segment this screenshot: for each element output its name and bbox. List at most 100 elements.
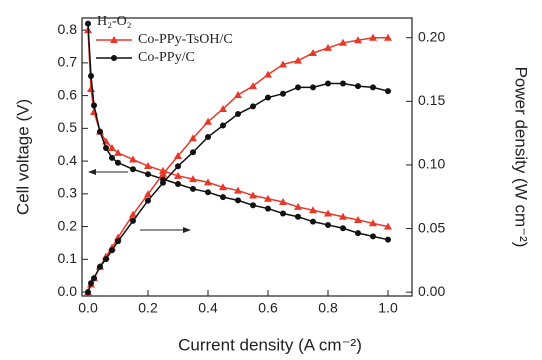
data-point: [204, 178, 212, 186]
data-point: [235, 111, 241, 118]
data-point: [220, 122, 226, 129]
y-tick-label: 0.3: [58, 185, 78, 201]
data-point: [144, 162, 152, 170]
data-point: [174, 152, 182, 160]
legend-marker: [110, 36, 118, 43]
y2-tick-label: 0.10: [418, 156, 445, 172]
series-line: [87, 30, 389, 228]
y-tick-label: 0.2: [58, 217, 78, 233]
data-point: [264, 194, 272, 202]
data-point: [91, 102, 97, 109]
data-point: [354, 36, 362, 44]
data-point: [250, 202, 256, 209]
data-point: [204, 117, 212, 125]
data-point: [219, 183, 227, 191]
data-point: [385, 236, 391, 243]
data-point: [235, 197, 241, 204]
data-point: [384, 222, 392, 230]
x-tick-label: 0.4: [198, 300, 218, 316]
data-point: [145, 171, 151, 178]
y-axis-label: Cell voltage (V): [13, 99, 32, 215]
y2-axis-label: Power density (W cm⁻²): [512, 67, 531, 248]
data-point: [85, 20, 91, 27]
y-tick-label: 0.5: [58, 119, 78, 135]
data-point: [369, 219, 377, 227]
data-point: [279, 60, 287, 68]
data-point: [115, 238, 121, 245]
data-point: [115, 159, 121, 166]
y-tick-label: 0.1: [58, 250, 78, 266]
y2-tick-label: 0.00: [418, 283, 445, 299]
data-point: [219, 104, 227, 112]
legend-label: Co-PPy-TsOH/C: [138, 32, 233, 47]
data-point: [109, 154, 115, 161]
y2-tick-label: 0.05: [418, 219, 445, 235]
data-point: [91, 275, 97, 282]
data-point: [175, 181, 181, 188]
data-point: [103, 144, 109, 151]
data-point: [295, 213, 301, 220]
annotation: H₂-O₂: [97, 14, 132, 29]
data-point: [325, 80, 331, 87]
x-tick-label: 0.6: [258, 300, 278, 316]
series-line: [87, 23, 389, 241]
y2-tick-label: 0.15: [418, 92, 445, 108]
x-tick-label: 0.2: [138, 300, 158, 316]
data-point: [159, 169, 167, 177]
data-point: [325, 221, 331, 228]
data-point: [97, 128, 103, 135]
data-point: [295, 84, 301, 91]
data-point: [130, 217, 136, 224]
data-point: [309, 48, 317, 56]
data-point: [264, 70, 272, 78]
data-point: [294, 202, 302, 210]
data-point: [265, 94, 271, 101]
data-point: [190, 185, 196, 192]
data-point: [88, 72, 94, 79]
data-point: [249, 191, 257, 199]
y-tick-label: 0.4: [58, 152, 78, 168]
data-point: [160, 179, 166, 186]
legend-marker: [111, 55, 117, 61]
data-point: [129, 155, 137, 163]
data-point: [324, 43, 332, 51]
y-tick-label: 0.8: [58, 21, 78, 37]
x-axis-label: Current density (A cm⁻²): [178, 335, 362, 354]
data-point: [88, 280, 94, 287]
data-point: [175, 163, 181, 170]
plot-frame: [81, 17, 413, 297]
y2-tick-label: 0.20: [418, 28, 445, 44]
legend-label: Co-PPy/C: [138, 50, 195, 65]
data-point: [370, 84, 376, 91]
data-point: [369, 33, 377, 41]
data-point: [114, 148, 122, 156]
data-point: [265, 205, 271, 212]
data-point: [144, 190, 152, 198]
data-point: [280, 90, 286, 97]
data-point: [97, 263, 103, 270]
series-line: [87, 36, 388, 293]
data-point: [249, 82, 257, 90]
data-point: [189, 134, 197, 142]
data-point: [234, 186, 242, 194]
x-tick-label: 0.8: [318, 300, 338, 316]
data-point: [324, 209, 332, 217]
data-point: [385, 88, 391, 95]
data-point: [129, 210, 137, 218]
data-point: [280, 210, 286, 217]
y-tick-label: 0.7: [58, 54, 78, 70]
data-point: [108, 143, 116, 151]
data-point: [145, 197, 151, 204]
x-tick-label: 0.0: [78, 300, 98, 316]
data-point: [355, 230, 361, 237]
data-point: [90, 107, 98, 115]
data-point: [340, 80, 346, 87]
data-point: [339, 38, 347, 46]
data-point: [85, 289, 91, 296]
data-point: [310, 218, 316, 225]
y-tick-label: 0.6: [58, 86, 78, 102]
data-point: [310, 84, 316, 91]
data-point: [339, 212, 347, 220]
data-point: [205, 133, 211, 140]
y-tick-label: 0.0: [58, 283, 78, 299]
